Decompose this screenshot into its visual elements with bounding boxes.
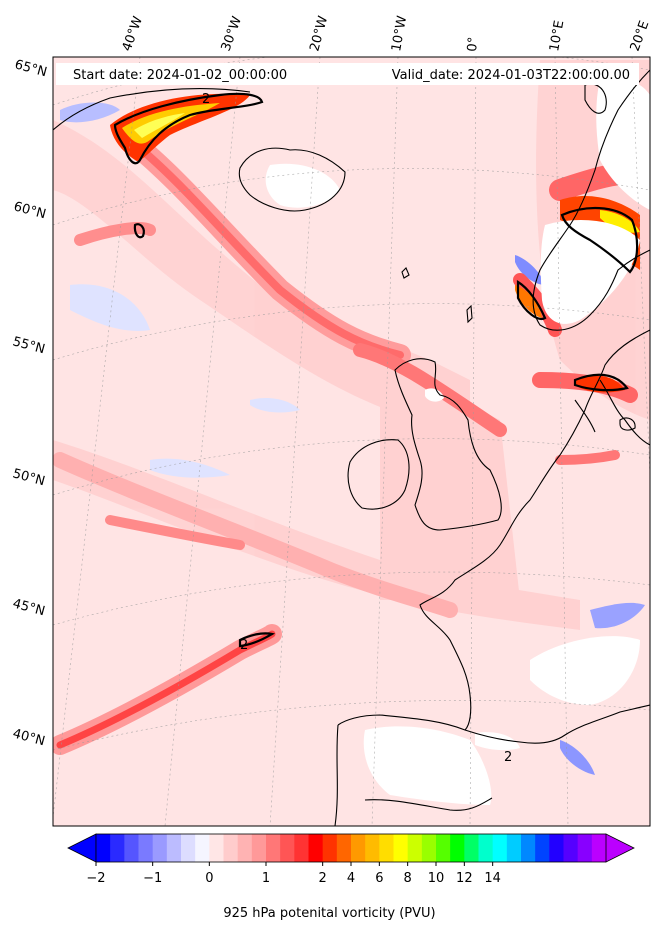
- lat-label: 50°N: [11, 466, 47, 489]
- lon-label: 10°W: [389, 15, 410, 53]
- lon-label: 40°W: [120, 14, 146, 53]
- colorbar-swatch: [308, 834, 324, 862]
- valid-date: Valid_date: 2024-01-03T22:00:00.00: [392, 68, 630, 83]
- colorbar-swatch: [266, 834, 281, 862]
- colorbar-title: 925 hPa potenital vorticity (PVU): [223, 906, 436, 921]
- lon-label: 20°W: [307, 14, 331, 53]
- lon-label: 10°E: [547, 19, 567, 52]
- iceland-coast: [238, 147, 346, 212]
- colorbar-swatch: [237, 834, 253, 862]
- ireland-coast: [347, 439, 410, 510]
- great-britain-coast: [394, 358, 502, 531]
- colorbar-swatch: [294, 834, 309, 862]
- contour-label: 2: [240, 638, 248, 653]
- colorbar-tick-label: 14: [484, 871, 501, 886]
- lon-label: 0°: [465, 36, 481, 52]
- colorbar-ticks: −2 −1 0 1 2 4 6 8 10 12 14: [86, 862, 501, 886]
- colorbar-swatch: [577, 834, 593, 862]
- colorbar-swatch: [379, 834, 394, 862]
- pv-2-contours: [113, 92, 639, 648]
- colorbar-swatch: [209, 834, 224, 862]
- contour-label: 2: [504, 750, 512, 765]
- pv-negative-patches: [60, 102, 645, 775]
- iberia-coast: [334, 724, 339, 826]
- colorbar-swatch: [138, 834, 154, 862]
- colorbar-swatch: [365, 834, 380, 862]
- scandinavia-coast: [532, 69, 650, 331]
- colorbar-swatch: [450, 834, 465, 862]
- colorbar-tick-label: 4: [347, 871, 355, 886]
- header-box: [56, 63, 639, 85]
- colorbar-swatch: [96, 834, 111, 862]
- colorbar-tick-label: 8: [404, 871, 412, 886]
- colorbar-swatch: [393, 834, 409, 862]
- colorbar-swatch: [492, 834, 508, 862]
- latitude-labels: 65°N 60°N 55°N 50°N 45°N 40°N: [11, 57, 49, 749]
- colorbar-tick-label: 6: [375, 871, 383, 886]
- colorbar-extend-min: [67, 833, 97, 863]
- colorbar-swatch: [166, 834, 182, 862]
- colorbar-swatch: [506, 834, 522, 862]
- colorbar-swatch: [563, 834, 579, 862]
- colorbar-swatch: [195, 834, 210, 862]
- colorbar-swatch: [336, 834, 352, 862]
- colorbar-swatch: [152, 834, 168, 862]
- colorbar-swatch: [351, 834, 366, 862]
- lat-label: 55°N: [11, 334, 47, 357]
- lon-label: 30°W: [219, 14, 245, 53]
- colorbar-swatch: [322, 834, 338, 862]
- colorbar-swatch: [280, 834, 295, 862]
- colorbar-swatch: [549, 834, 564, 862]
- lat-label: 45°N: [11, 596, 47, 619]
- lat-label: 40°N: [11, 726, 47, 749]
- map-frame: [52, 56, 651, 827]
- colorbar-swatch: [436, 834, 451, 862]
- colorbar-tick-label: −2: [86, 871, 105, 886]
- longitude-labels: 40°W 30°W 20°W 10°W 0° 10°E 20°E: [120, 14, 653, 53]
- colorbar-extend-max: [605, 833, 635, 863]
- contour-label: 2: [202, 92, 210, 107]
- colorbar-swatch: [251, 834, 267, 862]
- colorbar-swatch: [407, 834, 423, 862]
- graticule: [53, 57, 650, 826]
- start-date: Start date: 2024-01-02_00:00:00: [73, 68, 287, 83]
- colorbar-tick-label: 1: [262, 871, 270, 886]
- lat-label: 60°N: [12, 199, 48, 222]
- colorbar-swatch: [181, 834, 196, 862]
- colorbar-swatch: [223, 834, 239, 862]
- colorbar-tick-label: −1: [143, 871, 162, 886]
- map-panel: 2 2 2: [53, 57, 650, 826]
- colorbar-tick-label: 12: [456, 871, 473, 886]
- colorbar-swatch: [478, 834, 494, 862]
- pv-masked-terrain: [265, 78, 650, 805]
- colorbar-tick-label: 10: [428, 871, 445, 886]
- colorbar-swatch: [464, 834, 479, 862]
- colorbar: [67, 833, 635, 863]
- colorbar-swatch: [124, 834, 139, 862]
- colorbar-tick-label: 0: [205, 871, 213, 886]
- coastlines: [53, 69, 650, 826]
- colorbar-swatch: [521, 834, 536, 862]
- colorbar-swatch: [591, 834, 607, 862]
- colorbar-swatch: [110, 834, 125, 862]
- colorbar-tick-label: 2: [319, 871, 327, 886]
- lat-label: 65°N: [13, 57, 49, 80]
- colorbar-swatch: [535, 834, 550, 862]
- colorbar-swatch: [421, 834, 437, 862]
- europe-coast: [337, 329, 650, 731]
- lon-label: 20°E: [628, 19, 653, 54]
